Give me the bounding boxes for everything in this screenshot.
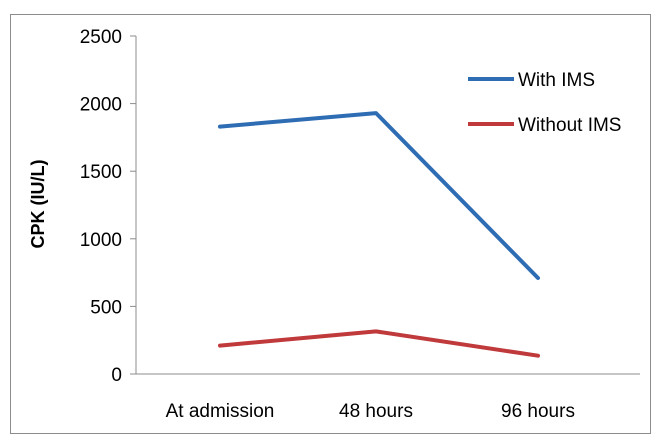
x-axis: At admission 48 hours 96 hours — [136, 373, 640, 422]
legend-label: Without IMS — [518, 115, 621, 136]
line-chart: 0 500 1000 1500 2000 2500 At admission 48 hour… — [28, 27, 640, 422]
y-tick-label: 0 — [111, 365, 122, 386]
legend-label: With IMS — [518, 70, 595, 91]
x-tick-label: 48 hours — [339, 401, 413, 422]
y-tick-label: 1000 — [80, 230, 122, 251]
x-tick-label: At admission — [166, 401, 275, 422]
y-tick-label: 2500 — [80, 27, 122, 48]
y-tick-label: 2000 — [80, 95, 122, 116]
series-line-without-ims — [218, 329, 540, 358]
y-tick-label: 500 — [90, 297, 122, 318]
y-axis: 0 500 1000 1500 2000 2500 — [80, 27, 137, 386]
y-tick-label: 1500 — [80, 162, 122, 183]
chart-frame — [10, 14, 651, 434]
legend: With IMS Without IMS — [468, 70, 621, 136]
x-tick-label: 96 hours — [501, 401, 575, 422]
series-line-with-ims — [218, 111, 540, 280]
series-lines — [218, 111, 540, 358]
y-axis-title: CPK (IU/L) — [28, 160, 48, 249]
